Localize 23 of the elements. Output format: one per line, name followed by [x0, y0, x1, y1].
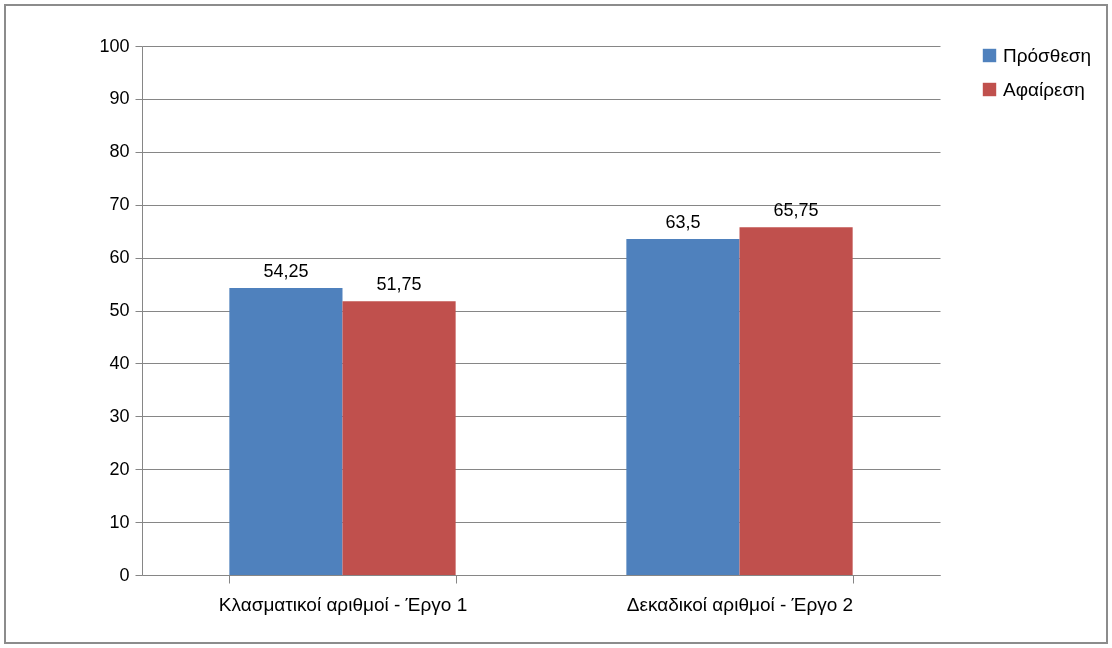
y-tick-label: 40	[109, 352, 130, 373]
data-label: 51,75	[376, 274, 422, 295]
legend-label: Πρόσθεση	[1003, 44, 1092, 66]
y-tick-label: 20	[109, 458, 130, 479]
y-tick-label: 30	[109, 405, 130, 426]
bar	[739, 227, 853, 575]
data-label: 65,75	[773, 200, 819, 221]
bar	[229, 288, 343, 575]
data-label: 54,25	[263, 261, 309, 282]
x-tick-label: Κλασματικοί αριθμοί - Έργο 1	[218, 593, 468, 615]
y-tick-label: 90	[109, 88, 130, 109]
legend-label: Αφαίρεση	[1003, 78, 1085, 100]
y-tick-label: 80	[109, 141, 130, 162]
x-tick-label: Δεκαδικοί αριθμοί - Έργο 2	[626, 593, 854, 615]
y-tick-label: 10	[109, 511, 130, 532]
y-tick-label: 60	[109, 247, 130, 268]
bar	[342, 301, 456, 575]
y-tick-label: 100	[99, 35, 130, 56]
y-tick-label: 50	[109, 300, 130, 320]
y-tick-label: 0	[119, 564, 130, 585]
data-label: 63,5	[665, 212, 701, 233]
bar	[626, 239, 740, 575]
y-tick-label: 70	[109, 194, 130, 215]
